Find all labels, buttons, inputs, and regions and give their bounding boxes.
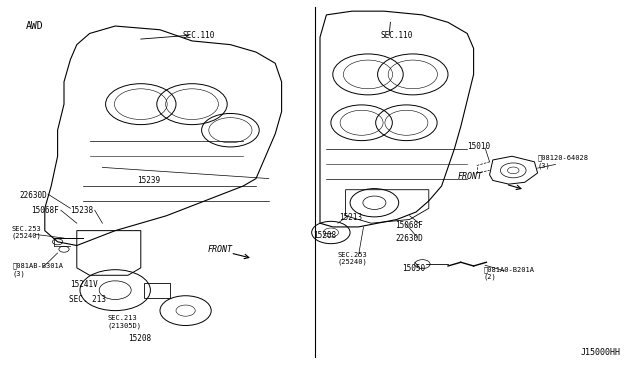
Text: SEC.253
(25240): SEC.253 (25240) <box>12 226 41 239</box>
Text: FRONT: FRONT <box>458 172 483 181</box>
Text: J15000HH: J15000HH <box>581 348 621 357</box>
Text: SEC.253
(25240): SEC.253 (25240) <box>338 252 367 265</box>
Text: ⒱08120-64028
(3): ⒱08120-64028 (3) <box>538 155 589 169</box>
Text: 15208: 15208 <box>314 231 337 240</box>
Text: 15239: 15239 <box>138 176 161 185</box>
Text: 22630D: 22630D <box>19 191 47 200</box>
Text: SEC.213
(21305D): SEC.213 (21305D) <box>108 315 141 328</box>
Text: 22630D: 22630D <box>396 234 423 243</box>
Text: 15010: 15010 <box>467 142 490 151</box>
Text: ⒱081AB-B301A
(3): ⒱081AB-B301A (3) <box>13 263 64 277</box>
Text: AWD: AWD <box>26 21 44 31</box>
Text: 15213: 15213 <box>339 213 362 222</box>
Text: ⒰081A0-B201A
(2): ⒰081A0-B201A (2) <box>483 266 534 280</box>
Text: 15068F: 15068F <box>396 221 423 230</box>
Text: 15068F: 15068F <box>31 206 58 215</box>
Text: SEC.110: SEC.110 <box>381 31 413 40</box>
Text: 15050: 15050 <box>402 264 425 273</box>
Text: SEC. 213: SEC. 213 <box>69 295 106 304</box>
Text: 15208: 15208 <box>128 334 151 343</box>
Text: SEC.110: SEC.110 <box>182 31 215 40</box>
Text: 15241V: 15241V <box>70 280 98 289</box>
Text: FRONT: FRONT <box>208 245 233 254</box>
Text: 15238: 15238 <box>70 206 93 215</box>
